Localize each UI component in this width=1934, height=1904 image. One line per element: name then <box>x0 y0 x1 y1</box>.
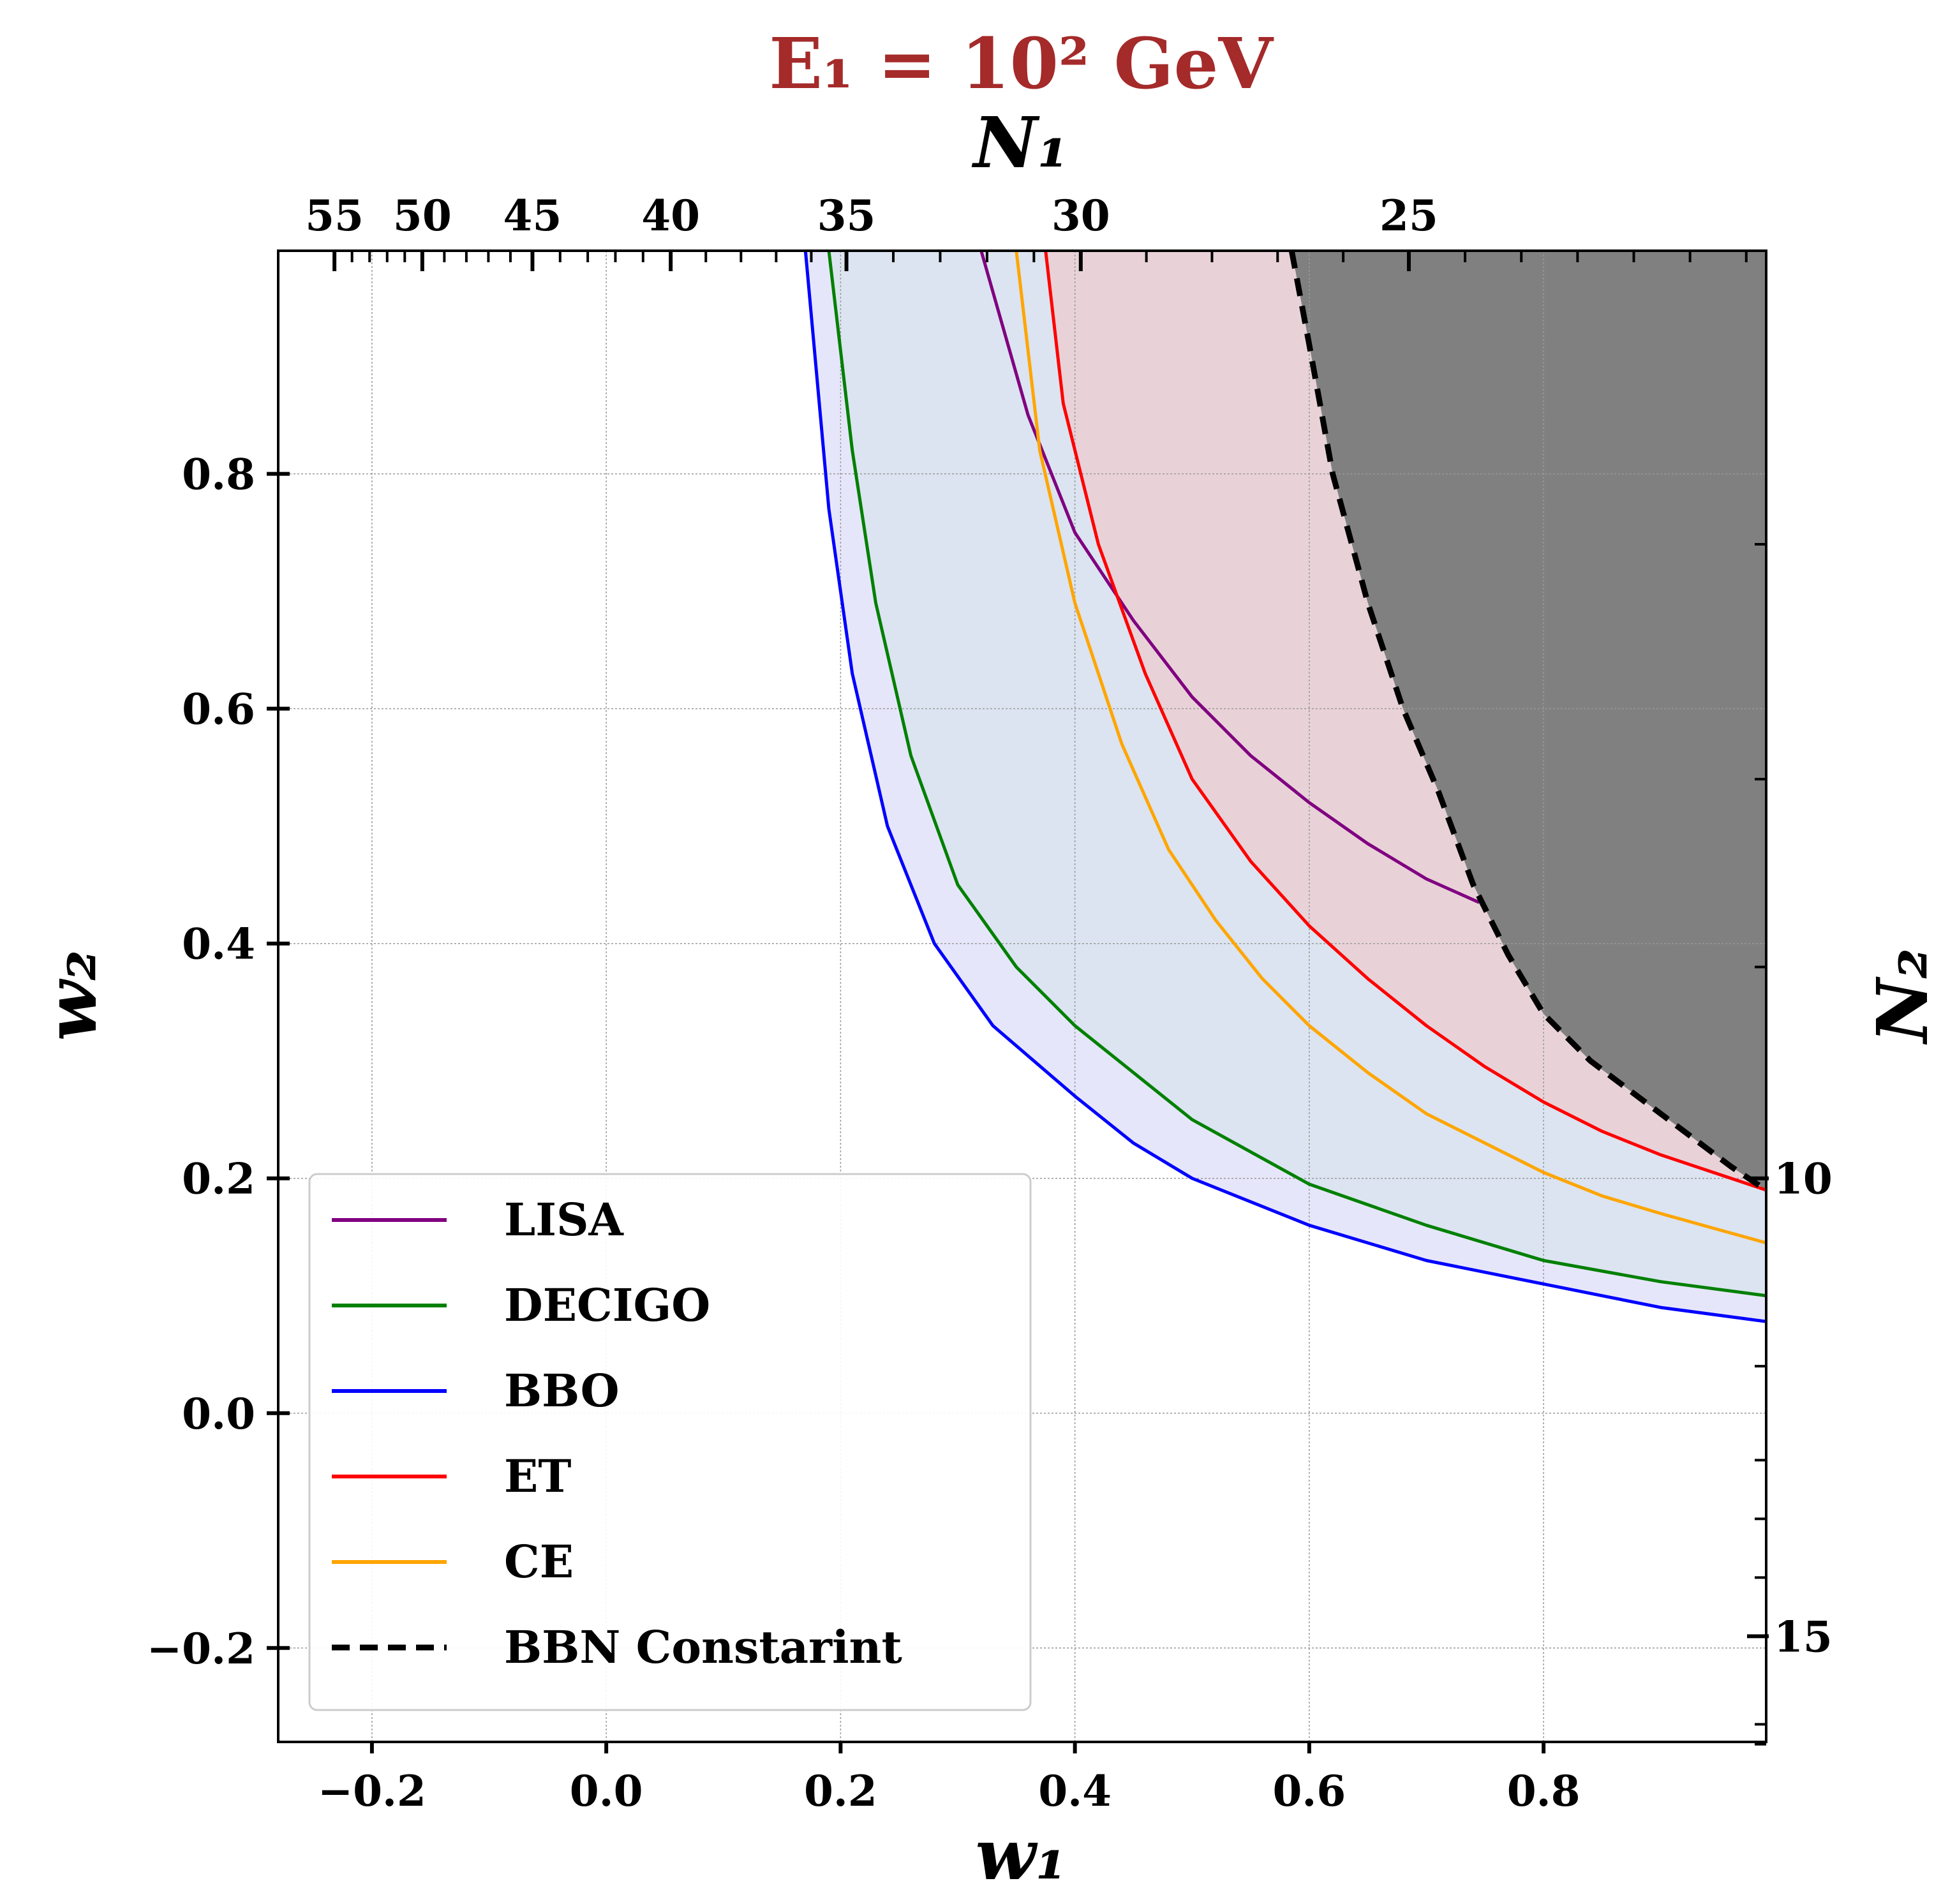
y-axis-title: w₂ <box>30 950 112 1041</box>
legend-label-1: LISA <box>504 1193 625 1246</box>
plot-frame <box>277 249 1767 1743</box>
legend-label-5: CE <box>504 1535 574 1588</box>
top-tick-label-6: 30 <box>1052 191 1110 241</box>
y-tick-label-6: 0.8 <box>182 450 255 500</box>
x-tick-label-4: 0.4 <box>1038 1766 1112 1816</box>
legend-label-4: ET <box>504 1450 571 1503</box>
series-line-bbo <box>803 251 1766 1323</box>
x-tick-label-6: 0.8 <box>1507 1766 1581 1816</box>
series-line-bbn-constarint <box>1288 251 1766 1193</box>
right-tick-label-2: 15 <box>1774 1612 1833 1662</box>
top-tick-label-2: 50 <box>393 191 452 241</box>
series-line-decigo <box>827 251 1766 1298</box>
right-tick-label-1: 10 <box>1774 1154 1833 1204</box>
top-tick-label-3: 45 <box>503 191 562 241</box>
y-tick-label-2: 0.0 <box>182 1389 255 1439</box>
x-tick-label-5: 0.6 <box>1272 1766 1346 1816</box>
top-tick-label-5: 35 <box>817 191 876 241</box>
y-tick-label-4: 0.4 <box>182 919 255 969</box>
series-line-et <box>1044 251 1766 1192</box>
x-tick-label-2: 0.0 <box>570 1766 643 1816</box>
top-tick-label-4: 40 <box>641 191 700 241</box>
x-tick-label-1: −0.2 <box>318 1766 426 1816</box>
legend-box <box>308 1173 1032 1711</box>
top-tick-label-7: 25 <box>1380 191 1438 241</box>
x-tick-label-3: 0.2 <box>804 1766 877 1816</box>
top-axis-title: N₁ <box>972 101 1069 184</box>
legend-label-2: DECIGO <box>504 1279 710 1332</box>
shaded-region-1 <box>805 251 1766 1322</box>
series-line-ce <box>1015 251 1766 1245</box>
legend-label-3: BBO <box>504 1364 620 1417</box>
shaded-region-2 <box>829 251 1766 1296</box>
legend: LISA DECIGO BBO ET CE BBN Constarint <box>308 1173 1032 1711</box>
right-axis-title: N₂ <box>1861 948 1934 1045</box>
series-line-lisa <box>979 251 1480 904</box>
legend-label-6: BBN Constarint <box>504 1621 902 1674</box>
y-tick-label-3: 0.2 <box>182 1154 255 1204</box>
shaded-region-4 <box>1291 251 1766 1191</box>
axis-ticks <box>267 251 1769 1753</box>
series-lines <box>803 251 1766 1323</box>
top-tick-label-1: 55 <box>305 191 364 241</box>
x-axis-title: w₁ <box>976 1813 1067 1896</box>
axis-tick-labels: −0.2 0.0 0.2 0.4 0.6 0.8 −0.2 0.0 0.2 0.4 0.6 0.8 55… <box>147 191 1833 1816</box>
y-tick-label-5: 0.6 <box>182 685 255 734</box>
y-tick-label-1: −0.2 <box>147 1624 255 1674</box>
chart-title: E₁ = 10² GeV <box>769 22 1274 105</box>
